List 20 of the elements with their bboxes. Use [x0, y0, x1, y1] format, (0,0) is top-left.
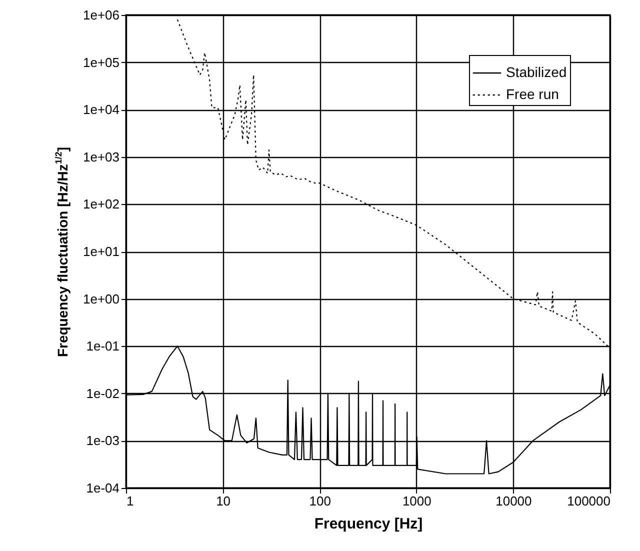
legend-label: Stabilized [506, 64, 567, 80]
y-tick-label: 1e-03 [86, 433, 120, 448]
y-tick-label: 1e+00 [82, 291, 120, 306]
y-tick-label: 1e+06 [82, 8, 120, 22]
y-tick-label: 1e+01 [82, 244, 120, 259]
y-tick-label: 1e+02 [82, 196, 120, 212]
x-tick-label: 100 [309, 494, 331, 508]
x-axis-title: Frequency [Hz] [314, 516, 423, 532]
x-tick-label: 10 [216, 494, 231, 508]
y-tick-label: 1e+04 [82, 102, 120, 118]
x-tick-label: 100000 [567, 494, 610, 508]
y-tick-label: 1e+05 [82, 54, 120, 70]
y-tick-label: 1e-04 [86, 480, 120, 496]
x-tick-label: 1000 [402, 494, 432, 508]
legend-label: Free run [506, 86, 559, 102]
y-tick-label: 1e+03 [82, 149, 120, 164]
y-tick-label: 1e-01 [86, 338, 120, 354]
x-tick-label: 10000 [496, 494, 532, 508]
x-tick-label: 1 [126, 494, 134, 508]
y-tick-label: 1e-02 [86, 386, 120, 401]
